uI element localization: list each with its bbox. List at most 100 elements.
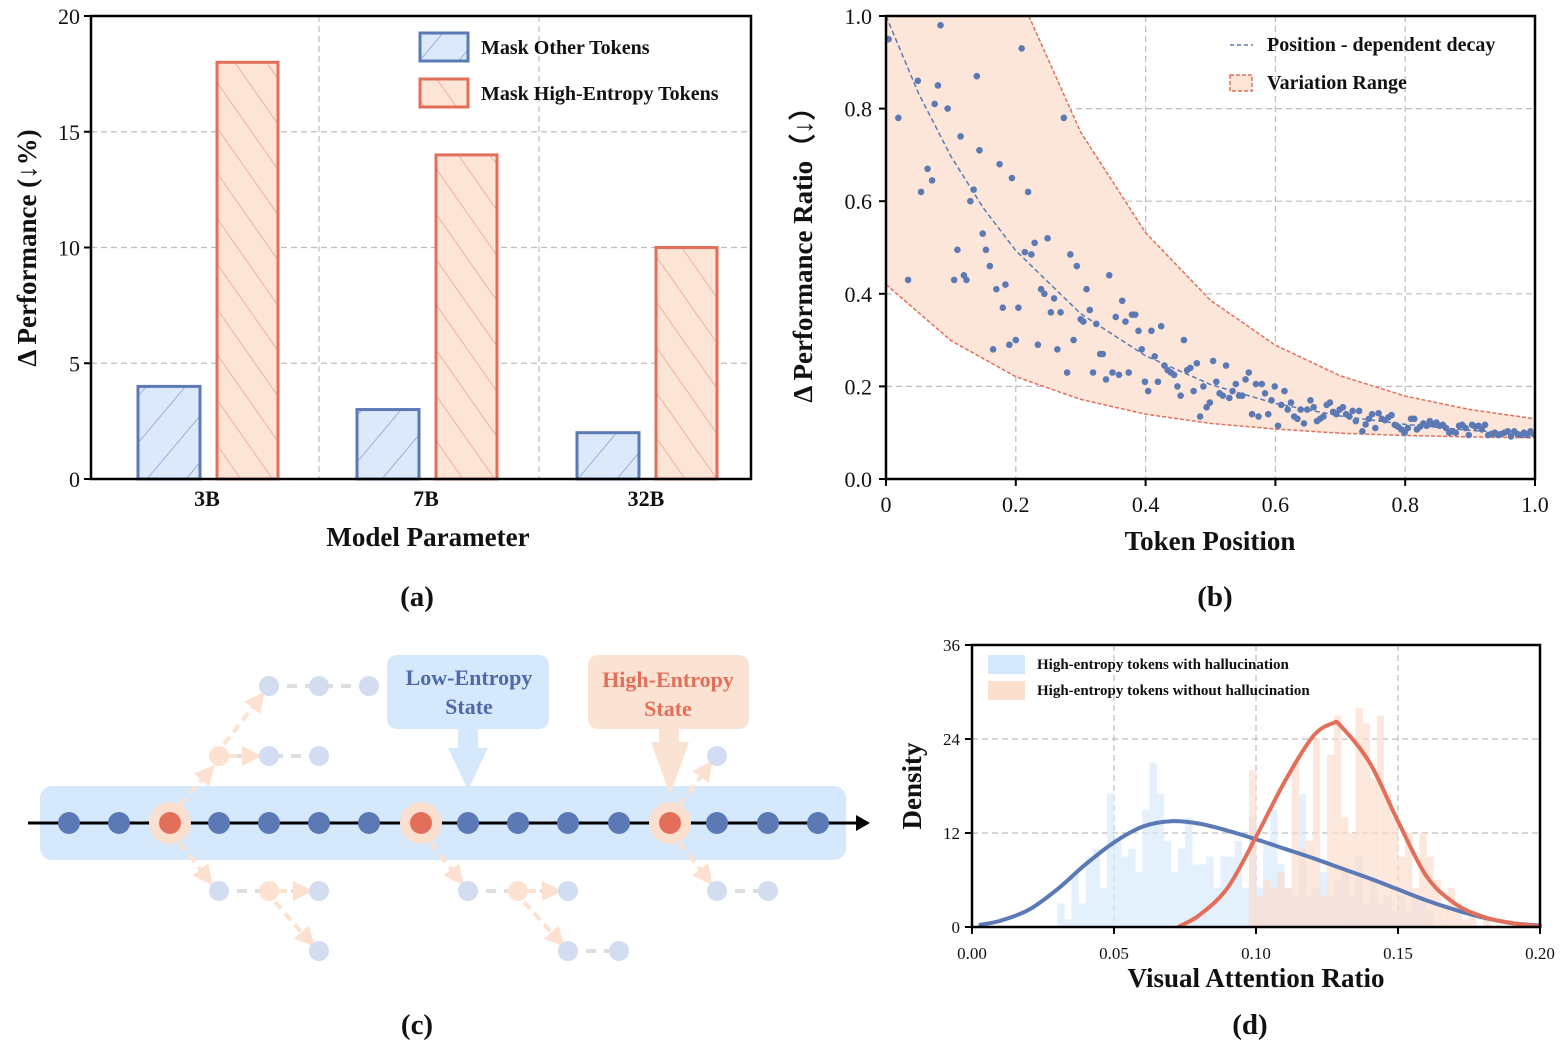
scatter-point xyxy=(1504,428,1512,435)
y-tick-label: 5 xyxy=(69,351,80,376)
scatter-point xyxy=(1261,390,1269,397)
scatter-point xyxy=(944,105,951,112)
scatter-point xyxy=(996,160,1003,168)
histogram-bar xyxy=(1099,887,1108,927)
scatter-point xyxy=(1222,362,1230,369)
scatter-point xyxy=(1138,346,1146,353)
histogram-bar xyxy=(1369,778,1377,927)
scatter-point xyxy=(1002,281,1009,288)
scatter-point xyxy=(999,304,1007,311)
scatter-point xyxy=(1258,380,1266,388)
scatter-point xyxy=(1089,369,1097,376)
scatter-point xyxy=(886,35,892,43)
branch-arrow xyxy=(678,841,713,886)
histogram-bar xyxy=(1142,809,1150,927)
scatter-point xyxy=(1177,392,1184,399)
histogram-bar xyxy=(1362,723,1370,927)
scatter-point xyxy=(1018,45,1025,52)
y-tick-label: 12 xyxy=(943,824,960,843)
legend-swatch-blue xyxy=(988,655,1025,674)
histogram-bar xyxy=(1256,895,1264,927)
low-entropy-node xyxy=(358,812,380,834)
histogram-bar xyxy=(1270,887,1278,927)
histogram-bar xyxy=(1405,833,1413,927)
x-tick-label: 3B xyxy=(194,486,220,511)
scatter-point xyxy=(1268,396,1275,404)
scatter-point xyxy=(1349,407,1356,415)
low-entropy-node xyxy=(258,812,280,834)
scatter-point xyxy=(1037,285,1045,293)
branch-arrow xyxy=(222,691,265,746)
scatter-point xyxy=(1310,403,1317,411)
histogram-bar xyxy=(1092,848,1101,927)
branch-node xyxy=(209,746,229,766)
panel-d-density-chart: 0.00 0.05 0.10 0.15 0.20 0 12 24 36 High-entropy… xyxy=(897,636,1555,1041)
high-entropy-callout: High-Entropy State xyxy=(588,655,749,795)
panel-c-diagram: Low-Entropy State High-Entropy State (c) xyxy=(28,655,870,1041)
scatter-point xyxy=(924,165,931,173)
x-tick-label: 0.6 xyxy=(1262,492,1290,517)
histogram-bar xyxy=(1312,739,1321,927)
histogram-bar xyxy=(1248,770,1257,927)
scatter-point xyxy=(970,186,977,193)
scatter-point xyxy=(1303,406,1311,413)
legend-label: Position - dependent decay xyxy=(1267,34,1495,56)
y-axis-label: Δ Performance (↓%) xyxy=(12,129,42,366)
scatter-point xyxy=(1148,327,1155,335)
branch-node xyxy=(259,881,279,901)
histogram-bar xyxy=(1085,856,1093,927)
histogram-bar xyxy=(1114,840,1122,927)
branch-node xyxy=(707,746,727,766)
low-entropy-node xyxy=(308,812,330,834)
panel-caption: (b) xyxy=(1197,581,1232,613)
scatter-point xyxy=(1372,424,1379,432)
histogram-bar xyxy=(1234,840,1243,927)
branch-arrow xyxy=(678,760,713,807)
x-tick-label: 0.10 xyxy=(1241,944,1271,963)
scatter-point xyxy=(1245,369,1253,376)
scatter-point xyxy=(1271,383,1279,390)
histogram-bar xyxy=(1135,872,1143,927)
histogram-bar xyxy=(1128,848,1136,927)
scatter-point xyxy=(1326,399,1334,406)
scatter-point xyxy=(1157,322,1165,330)
branch-node xyxy=(309,941,329,961)
scatter-point xyxy=(967,197,974,205)
scatter-point xyxy=(937,21,944,29)
scatter-point xyxy=(1423,422,1430,430)
scatter-point xyxy=(1200,383,1207,390)
branch-arrow xyxy=(429,841,464,886)
branch-node xyxy=(508,881,528,901)
scatter-point xyxy=(954,246,961,254)
panel-caption: (d) xyxy=(1232,1009,1267,1041)
scatter-point xyxy=(1226,394,1233,402)
x-tick-label: 0.8 xyxy=(1391,492,1419,517)
histogram-bar xyxy=(1440,903,1448,927)
bar-mask-other-3B xyxy=(136,384,202,481)
histogram-bar xyxy=(1319,895,1328,927)
scatter-point xyxy=(1281,387,1288,395)
low-entropy-node xyxy=(208,812,230,834)
scatter-point xyxy=(1206,399,1214,406)
high-entropy-node xyxy=(159,812,181,834)
scatter-point xyxy=(1067,251,1074,258)
scatter-point xyxy=(1252,380,1260,388)
branch-node xyxy=(558,881,578,901)
histogram-bar xyxy=(1064,919,1072,927)
scatter-point xyxy=(1070,336,1077,344)
arrowhead-icon xyxy=(856,815,870,831)
histogram-bar xyxy=(1469,911,1477,927)
scatter-point xyxy=(1086,306,1094,314)
x-tick-label: 0.4 xyxy=(1132,492,1160,517)
scatter-point xyxy=(1294,415,1301,423)
variation-range-band xyxy=(886,16,1535,438)
branch-arrow xyxy=(178,841,213,886)
callout-label: State xyxy=(445,694,493,719)
y-tick-label: 0 xyxy=(952,918,961,937)
scatter-point xyxy=(1193,359,1201,367)
bar-mask-high-entropy-3B xyxy=(215,60,280,481)
histogram-bar xyxy=(1334,715,1342,927)
scatter-point xyxy=(1154,378,1162,386)
y-tick-label: 36 xyxy=(943,636,960,655)
scatter-point xyxy=(1054,346,1061,353)
